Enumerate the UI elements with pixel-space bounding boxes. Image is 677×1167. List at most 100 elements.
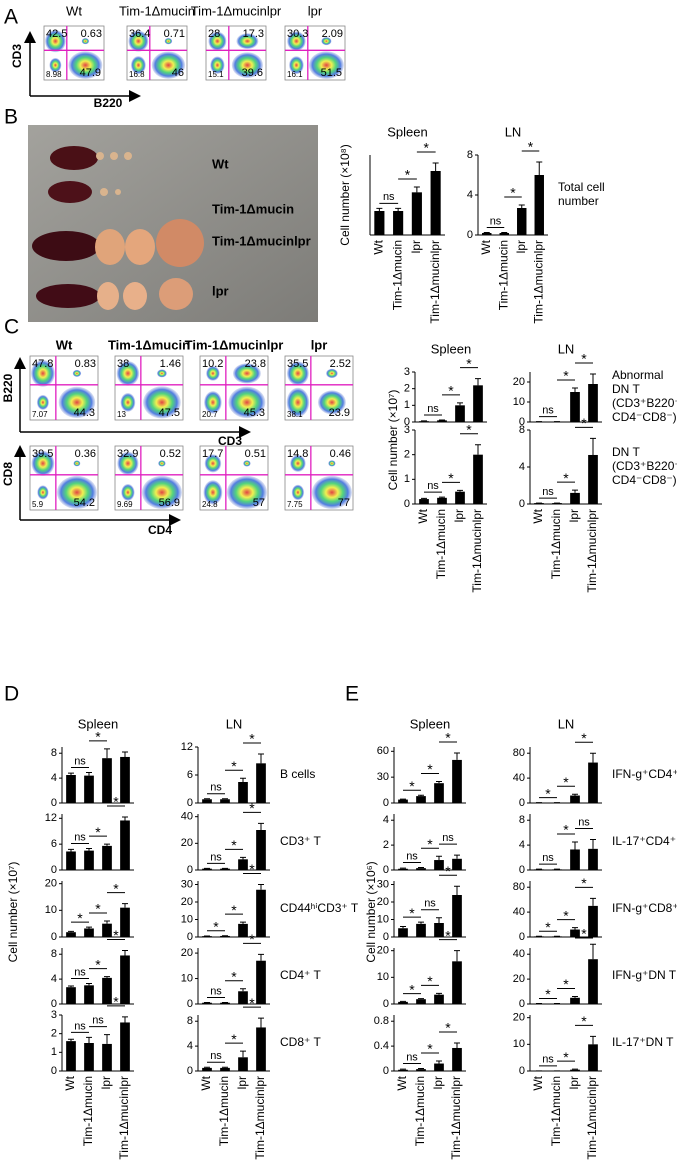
error-bar (258, 953, 264, 961)
error-bar (86, 772, 92, 776)
y-tick-label: 0 (467, 229, 473, 241)
x-tick-label: Wt (531, 508, 545, 523)
quadrant-percent: 0.63 (81, 28, 102, 40)
chart-annotation: Total cell (558, 180, 605, 194)
significance-label: * (405, 167, 411, 183)
bar (434, 860, 444, 870)
flow-population (116, 361, 140, 386)
bar (517, 208, 527, 235)
quadrant-percent: 42.5 (46, 28, 67, 40)
y-tick-label: 20 (513, 1012, 525, 1024)
flow-population (326, 368, 338, 379)
significance-label: * (249, 731, 255, 747)
x-tick-label: Tim-1Δmucinlpr (470, 509, 484, 593)
flow-population (117, 451, 139, 475)
bar (430, 171, 441, 235)
flow-population (236, 33, 259, 50)
error-bar (395, 207, 402, 211)
y-tick-label: 4 (467, 189, 473, 201)
y-tick-label: 10 (513, 1038, 525, 1050)
flow-population (128, 30, 149, 52)
significance-label: * (95, 729, 101, 745)
error-bar (104, 976, 110, 978)
quadrant-percent: 14.8 (287, 448, 308, 460)
flow-population (243, 460, 251, 467)
flow-x-label: B220 (94, 96, 123, 110)
significance-label: * (545, 919, 551, 935)
y-tick-label: 0 (51, 1065, 57, 1077)
error-bar (122, 903, 128, 908)
chart-annotation: Abnormal (612, 368, 663, 382)
flow-population (36, 394, 49, 410)
error-bar (457, 402, 463, 406)
quadrant-percent: 28 (208, 28, 220, 40)
error-bar (104, 1034, 110, 1044)
error-bar (518, 204, 525, 208)
bar (398, 928, 408, 937)
y-axis-label: Cell number (×10⁷) (386, 390, 400, 491)
y-tick-label: 30 (377, 878, 389, 890)
y-tick-label: 1 (404, 399, 410, 411)
error-bar (400, 1068, 406, 1070)
flow-population (286, 387, 310, 418)
bar (102, 845, 112, 870)
bar (220, 868, 230, 870)
bar (220, 799, 230, 803)
error-bar (68, 1038, 74, 1042)
chart-annotation: IFN-g⁺DN T (612, 968, 677, 982)
x-tick-label: Wt (479, 239, 493, 254)
bar (202, 868, 212, 870)
bar (102, 758, 112, 803)
quadrant-percent: 9.69 (117, 500, 133, 509)
error-bar (104, 920, 110, 924)
x-tick-label: Wt (63, 1075, 77, 1090)
error-bar (400, 1000, 406, 1002)
error-bar (572, 489, 578, 493)
bar (202, 799, 212, 803)
bar (455, 491, 465, 504)
significance-label: * (113, 927, 119, 943)
bar (66, 987, 76, 1004)
y-tick-label: 6 (187, 769, 193, 781)
error-bar (86, 926, 92, 929)
flow-population (321, 37, 332, 46)
error-bar (483, 232, 490, 233)
quadrant-percent: 24.8 (202, 500, 218, 509)
significance-label: * (77, 910, 83, 926)
bar (570, 997, 580, 1004)
y-tick-label: 2 (383, 839, 389, 851)
bar (256, 830, 266, 870)
panel-label: B (4, 106, 18, 129)
y-tick-label: 8 (51, 747, 57, 759)
significance-label: * (231, 758, 237, 774)
y-tick-label: 20 (181, 896, 193, 908)
y-tick-label: 20 (377, 896, 389, 908)
organ-photo (28, 125, 318, 322)
bar (238, 1057, 248, 1071)
quadrant-percent: 47.8 (32, 358, 53, 370)
significance-label: ns (442, 832, 454, 844)
y-tick-label: 0 (383, 998, 389, 1010)
quadrant-percent: 45.3 (244, 407, 265, 419)
flow-population (121, 484, 135, 501)
error-bar (240, 777, 246, 782)
error-bar (258, 753, 264, 764)
sample-name: Wt (66, 3, 82, 18)
bar (552, 869, 562, 870)
y-tick-label: 0 (519, 998, 525, 1010)
flow-population (231, 52, 263, 79)
chart-title: Spleen (387, 124, 427, 139)
y-tick-label: 20 (45, 878, 57, 890)
error-bar (572, 841, 578, 850)
quadrant-percent: 7.75 (287, 500, 303, 509)
y-tick-label: 0.8 (374, 1015, 389, 1027)
quadrant-percent: 5.9 (32, 500, 44, 509)
error-bar (400, 867, 406, 869)
significance-label: ns (92, 1015, 104, 1027)
error-bar (572, 927, 578, 930)
error-bar (590, 752, 596, 763)
flow-population (130, 56, 146, 75)
x-tick-label: Tim-1Δmucinlpr (531, 240, 545, 324)
quadrant-percent: 15.1 (208, 70, 224, 79)
chart-annotation: (CD3⁺B220⁻ (612, 459, 677, 473)
